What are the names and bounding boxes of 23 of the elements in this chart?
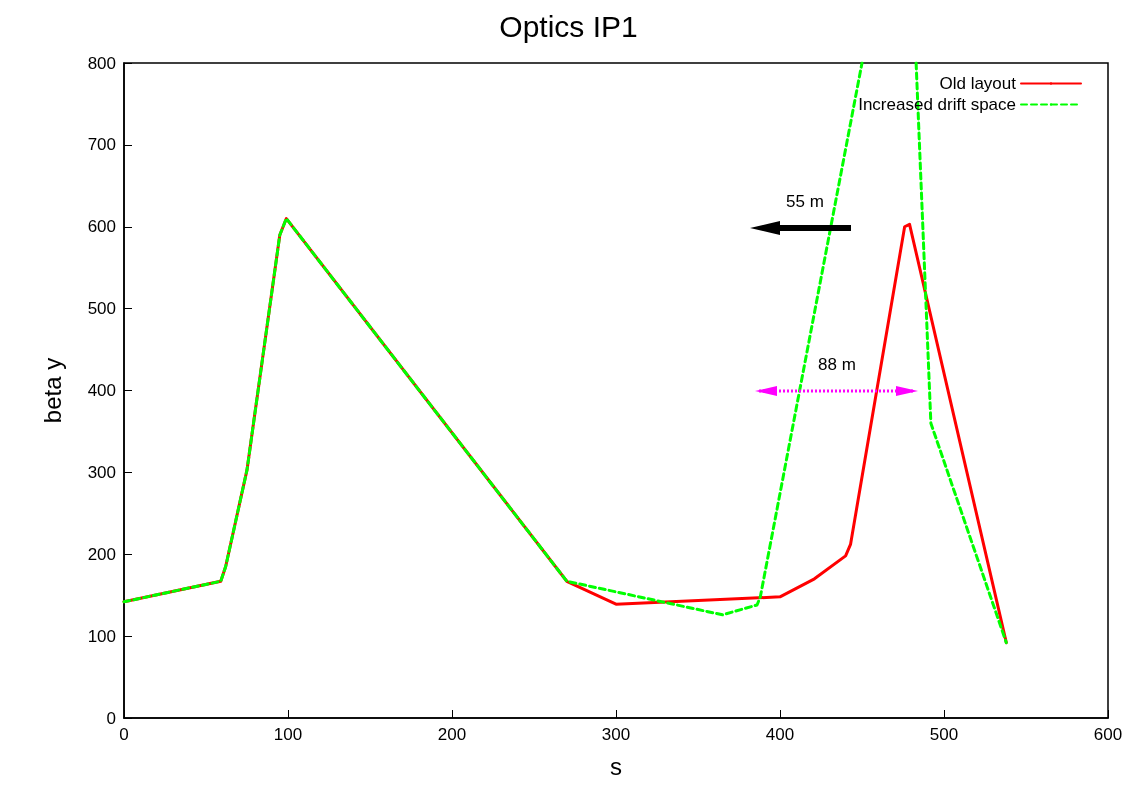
y-axis-title: beta y [38, 357, 66, 424]
x-tick-label: 600 [1093, 725, 1123, 744]
y-tick-label: 600 [87, 217, 116, 237]
x-tick-label: 100 [273, 725, 303, 744]
x-tick-label: 0 [119, 725, 129, 744]
x-tick-label: 200 [437, 725, 467, 744]
x-tick-label: 500 [929, 725, 959, 744]
legend-label: Old layout [939, 74, 1017, 93]
y-tick-label: 700 [87, 135, 116, 155]
annotation: 55 m [786, 192, 824, 212]
y-tick-label: 800 [87, 53, 116, 73]
x-axis-title: s [610, 752, 622, 780]
y-tick-label: 400 [87, 381, 116, 400]
annotation: 88 m [818, 355, 856, 375]
y-tick-label: 500 [87, 299, 116, 319]
x-tick-label: 300 [601, 725, 631, 744]
legend-label: Increased drift space [858, 95, 1016, 114]
y-tick-label: 300 [87, 462, 116, 482]
x-tick-label: 400 [765, 725, 795, 744]
y-tick-label: 200 [87, 544, 116, 564]
y-tick-label: 100 [87, 626, 116, 646]
chart-title: Optics IP1 [499, 9, 638, 43]
y-tick-label: 0 [106, 708, 116, 728]
